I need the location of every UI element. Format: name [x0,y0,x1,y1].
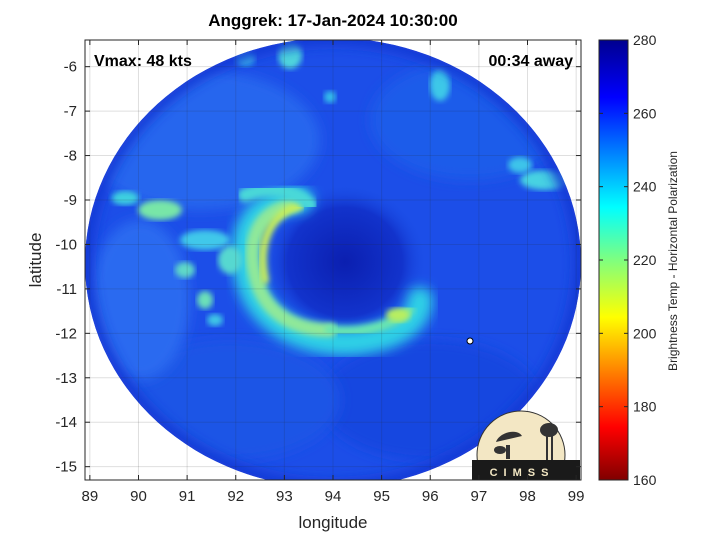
logo-text: CIMSS [490,467,555,479]
x-tick-label: 93 [276,488,293,505]
colorbar-tick-label: 220 [633,252,657,268]
colorbar-tick-label: 160 [633,472,657,488]
y-tick-label: -10 [55,236,77,253]
x-tick-label: 92 [227,488,244,505]
plot-title: Anggrek: 17-Jan-2024 10:30:00 [208,11,458,30]
x-tick-label: 89 [82,488,99,505]
y-axis-label: latitude [26,233,45,288]
colorbar-tick-label: 180 [633,399,657,415]
x-tick-label: 90 [130,488,147,505]
x-tick-label: 95 [373,488,390,505]
time-away-label: 00:34 away [488,53,573,70]
colorbar-tick-label: 200 [633,325,657,341]
cimss-logo: CIMSS [472,410,580,480]
x-tick-label: 96 [422,488,439,505]
y-tick-label: -8 [64,148,77,165]
x-tick-label: 99 [568,488,585,505]
colorbar-ticks: 160 180 200 220 240 260 280 [599,32,657,488]
y-tick-label: -6 [64,59,77,76]
microwave-image [85,40,581,480]
x-axis-label: longitude [298,513,367,532]
colorbar-tick-label: 240 [633,179,657,195]
x-tick-label: 91 [179,488,196,505]
colorbar-tick-label: 280 [633,32,657,48]
vmax-label: Vmax: 48 kts [94,53,192,70]
y-tick-label: -11 [56,281,77,298]
x-tick-label: 97 [471,488,488,505]
storm-position-marker [466,337,474,345]
y-tick-label: -15 [55,459,77,476]
y-tick-label: -9 [64,192,77,209]
y-tick-label: -14 [55,414,77,431]
colorbar-tick-label: 260 [633,105,657,121]
colorbar [598,39,629,481]
x-tick-label: 94 [325,488,342,505]
x-axis-ticks: 89 90 91 92 93 94 95 96 97 98 99 [82,40,585,505]
colorbar-label: Brightness Temp - Horizontal Polarizatio… [666,151,680,371]
y-tick-label: -12 [55,325,77,342]
x-tick-label: 98 [519,488,536,505]
y-tick-label: -13 [55,370,77,387]
y-axis-ticks: -6 -7 -8 -9 -10 -11 -12 -13 -14 -15 [55,59,581,476]
y-tick-label: -7 [64,103,77,120]
